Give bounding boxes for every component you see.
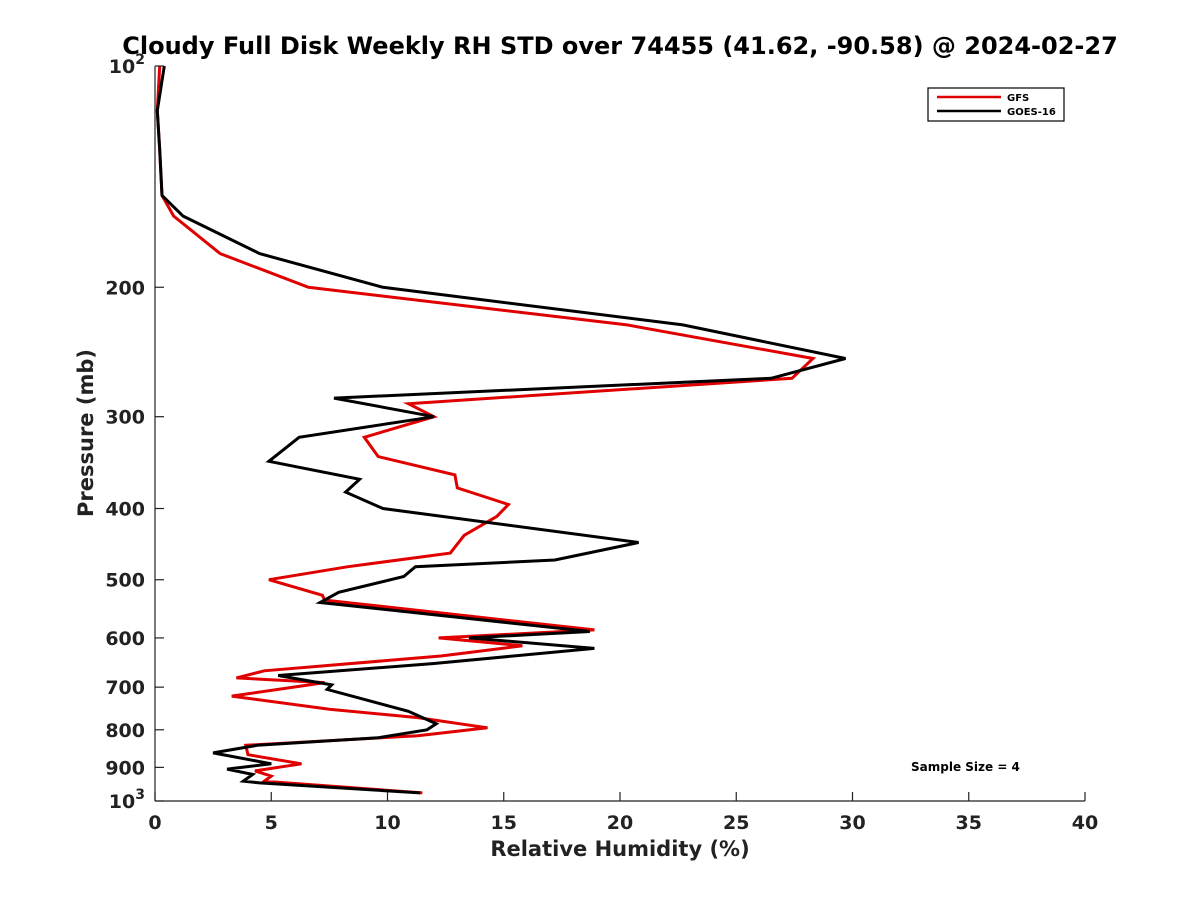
x-tick-label: 10	[374, 812, 400, 834]
y-tick-label: 103	[109, 787, 145, 813]
legend-label-goes16: GOES-16	[1007, 107, 1056, 118]
y-tick-label: 600	[105, 628, 145, 650]
y-tick-label: 102	[109, 52, 145, 78]
chart-title: Cloudy Full Disk Weekly RH STD over 7445…	[122, 32, 1118, 60]
y-axis-ticks: 102 200 300 400 500 600 700 800 900 103	[105, 52, 164, 813]
x-tick-label: 30	[839, 812, 865, 834]
x-axis-ticks: 0 5 10 15 20 25 30 35 40	[148, 792, 1098, 834]
y-tick-label: 800	[105, 720, 145, 742]
legend-label-gfs: GFS	[1007, 93, 1029, 104]
sample-size-annotation: Sample Size = 4	[911, 760, 1020, 774]
x-tick-label: 15	[491, 812, 517, 834]
y-tick-label: 500	[105, 570, 145, 592]
x-tick-label: 35	[956, 812, 982, 834]
series-line-gfs	[155, 66, 817, 795]
y-tick-label: 200	[105, 277, 145, 299]
y-tick-label: 700	[105, 677, 145, 699]
legend: GFS GOES-16	[927, 87, 1065, 122]
series-layer	[155, 66, 846, 795]
y-tick-label: 300	[105, 407, 145, 429]
x-tick-label: 25	[723, 812, 749, 834]
y-tick-label: 900	[105, 757, 145, 779]
x-tick-label: 5	[265, 812, 278, 834]
legend-box	[927, 87, 1065, 122]
x-axis-label: Relative Humidity (%)	[490, 837, 749, 861]
x-tick-label: 0	[148, 812, 161, 834]
x-tick-label: 20	[607, 812, 633, 834]
y-axis-label: Pressure (mb)	[74, 349, 98, 517]
x-tick-label: 40	[1072, 812, 1098, 834]
series-line-goes16	[155, 66, 846, 795]
y-tick-label: 400	[105, 499, 145, 521]
